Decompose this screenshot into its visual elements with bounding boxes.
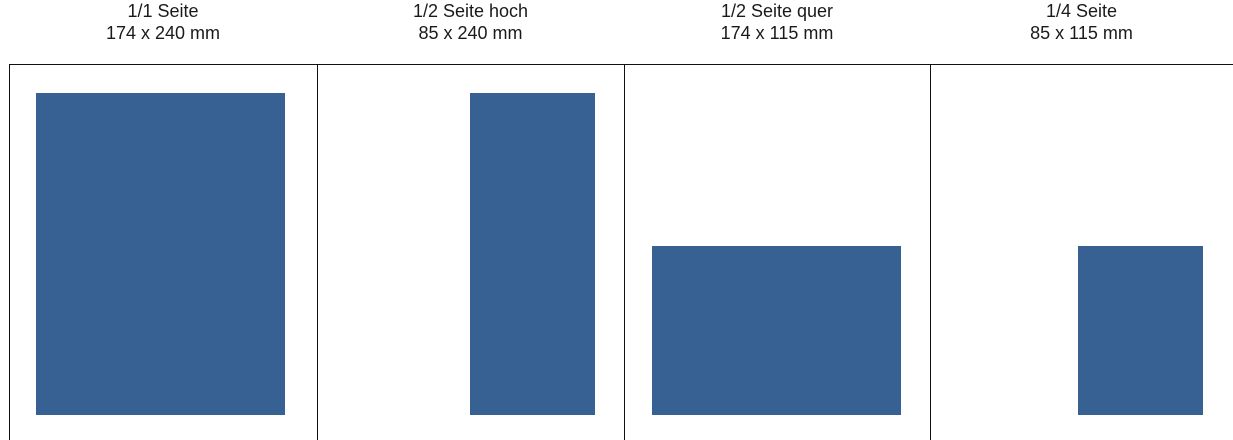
format-header-full-page: 1/1 Seite 174 x 240 mm: [9, 0, 317, 44]
top-rule: [9, 64, 1233, 65]
format-header-half-page-portrait: 1/2 Seite hoch 85 x 240 mm: [317, 0, 624, 44]
quarter-page-block: [1078, 246, 1203, 415]
format-size: 174 x 240 mm: [105, 23, 221, 43]
format-name: 1/4 Seite: [1045, 1, 1118, 21]
format-name: 1/2 Seite quer: [720, 1, 834, 21]
half-page-portrait-block: [470, 93, 595, 415]
column-divider-2: [624, 64, 625, 440]
format-size: 85 x 115 mm: [1030, 23, 1133, 43]
column-divider-1: [317, 64, 318, 440]
format-name: 1/1 Seite: [127, 1, 199, 21]
full-page-block: [36, 93, 285, 415]
format-size: 85 x 240 mm: [418, 23, 523, 43]
column-divider-3: [930, 64, 931, 440]
format-name: 1/2 Seite hoch: [412, 1, 529, 21]
left-rule: [9, 64, 10, 440]
format-header-half-page-landscape: 1/2 Seite quer 174 x 115 mm: [624, 0, 930, 44]
half-page-landscape-block: [652, 246, 901, 415]
format-size: 174 x 115 mm: [720, 23, 834, 43]
format-header-quarter-page: 1/4 Seite 85 x 115 mm: [930, 0, 1233, 44]
